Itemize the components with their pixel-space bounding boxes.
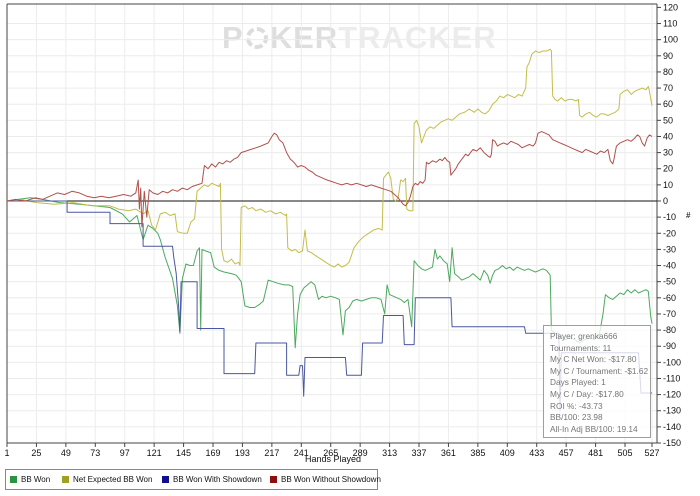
tooltip-line: ROI %: -43.73 [550,400,603,411]
y-tick-label: 0 [663,196,668,206]
legend-swatch-icon [162,476,169,483]
y-tick-label: -70 [663,309,676,319]
x-tick-label: 385 [470,448,485,458]
y-tick-label: -10 [663,212,676,222]
tooltip-line: Player: grenka666 [550,331,618,341]
player-stats-tooltip: Player: grenka666 Tournaments: 11 My C Net… [543,325,651,438]
y-tick-label: -140 [663,422,681,432]
y-tick-label: -90 [663,341,676,351]
series-line-bb-won-without-showdown[interactable] [6,131,653,228]
x-tick-label: 409 [500,448,515,458]
y-tick-label: -50 [663,277,676,287]
x-axis-title: Hands Played [304,454,362,464]
y-tick-label: -150 [663,438,681,448]
series-line-net-expected-bb-won[interactable] [6,48,653,268]
x-tick-label: 49 [61,448,71,458]
x-tick-label: 25 [31,448,41,458]
y-tick-label: 60 [663,99,673,109]
x-tick-label: 457 [559,448,574,458]
x-tick-label: 217 [264,448,279,458]
x-tick-label: 193 [235,448,250,458]
legend-label: Net Expected BB Won [73,475,153,484]
x-tick-label: 337 [411,448,426,458]
y-tick-label: 90 [663,51,673,61]
legend-label: BB Won Without Showdown [281,475,381,484]
y-tick-label: 20 [663,164,673,174]
y-tick-label: -20 [663,228,676,238]
x-tick-label: 169 [205,448,220,458]
watermark-text: P [222,20,244,55]
x-tick-label: 527 [644,448,659,458]
tooltip-line: Tournaments: 11 [550,342,612,353]
x-tick-label: 361 [441,448,456,458]
legend-label: BB Won [21,475,51,484]
y-tick-label: -40 [663,261,676,271]
y-tick-label: 70 [663,83,673,93]
tooltip-line: Days Played: 1 [550,377,606,388]
x-tick-label: 121 [147,448,162,458]
y-tick-label: -30 [663,244,676,254]
legend-item-bb-won-with-showdown: BB Won With Showdown [162,470,262,489]
y-tick-label: -80 [663,325,676,335]
legend-swatch-icon [270,476,277,483]
y-tick-label: 30 [663,148,673,158]
y-tick-label: -120 [663,390,681,400]
tooltip-line: My C / Day: -$17.80 [550,388,624,399]
legend-swatch-icon [10,476,17,483]
y-tick-label: -110 [663,373,680,383]
x-tick-label: 73 [90,448,100,458]
tooltip-line: All-In Adj BB/100: 19.14 [550,423,638,434]
chart-legend: BB Won Net Expected BB Won BB Won With Sho… [5,469,381,490]
legend-item-net-expected-bb-won: Net Expected BB Won [62,470,152,489]
tooltip-line: My C Net Won: -$17.80 [550,354,637,365]
x-tick-label: 97 [120,448,130,458]
pokertracker-watermark: P KER TRACKER [222,20,497,56]
x-tick-label: 289 [353,448,368,458]
y-tick-label: -60 [663,293,676,303]
y-tick-label: 110 [663,19,677,29]
x-tick-label: 505 [618,448,633,458]
y-tick-label: -100 [663,357,681,367]
y-axis-title: # [686,211,691,220]
y-tick-label: -130 [663,406,681,416]
tooltip-line: BB/100: 23.98 [550,412,603,423]
y-tick-label: 120 [663,2,678,12]
x-tick-label: 313 [382,448,397,458]
x-tick-label: 481 [588,448,603,458]
y-tick-label: 50 [663,115,673,125]
tooltip-line: My C / Tournament: -$1.62 [550,365,649,376]
x-tick-label: 241 [294,448,309,458]
x-tick-label: 145 [176,448,191,458]
legend-item-bb-won: BB Won [10,470,50,489]
legend-swatch-icon [62,476,69,483]
legend-item-bb-won-without-showdown: BB Won Without Showdown [270,470,381,489]
x-tick-label: 1 [4,448,9,458]
legend-label: BB Won With Showdown [173,475,262,484]
watermark-text: KER [269,20,339,55]
x-tick-label: 265 [323,448,338,458]
series-line-bb-won-with-showdown[interactable] [7,200,652,412]
y-tick-label: 100 [663,35,678,45]
poker-chip-icon [245,27,268,49]
y-tick-label: 80 [663,67,673,77]
y-tick-label: 40 [663,131,673,141]
x-tick-label: 433 [529,448,544,458]
y-tick-label: 10 [663,180,673,190]
watermark-text: TRACKER [338,20,497,55]
